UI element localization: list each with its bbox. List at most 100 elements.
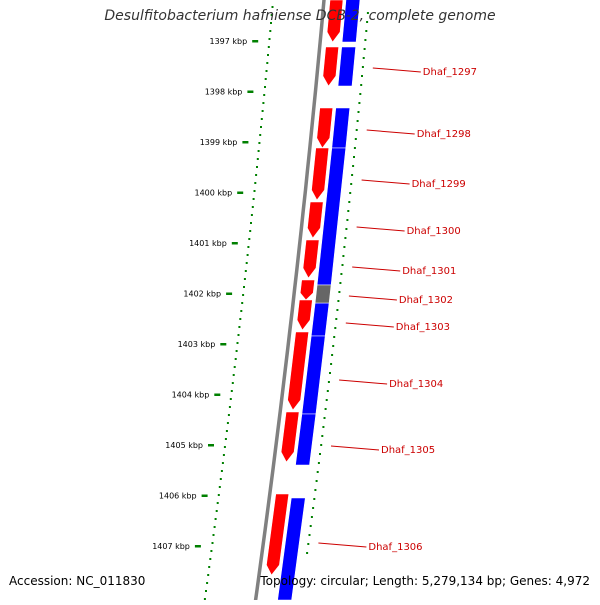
ruler-dot-outer [334,327,337,329]
ruler-dot-outer [366,12,369,14]
forward-gene-arrow [280,411,300,463]
ruler-tick-label: 1405 kbp [165,441,203,450]
ruler-dot-outer [307,543,310,545]
gene-leader-line [345,322,394,328]
ruler-dot [236,342,239,344]
gene-leader-line [330,445,380,451]
ruler-dot [240,310,243,312]
other-feature-block [314,284,332,304]
ruler-dot-outer [350,183,353,185]
ruler-dot-outer [355,129,358,131]
ruler-dot [227,414,230,416]
gene-leader-line [352,266,401,272]
ruler-dot [235,350,238,352]
ruler-dot-outer [323,417,326,419]
forward-gene-arrow [316,107,334,149]
ruler-dot-outer [338,291,341,293]
ruler-dot-outer [325,399,328,401]
ruler-tick-label: 1399 kbp [200,138,238,147]
ruler-dot [234,358,237,360]
reverse-gene-block [341,0,361,43]
ruler-dot-outer [361,66,364,68]
gene-leader-line [372,67,421,73]
gene-label: Dhaf_1300 [407,226,461,237]
ruler-tick [201,494,208,497]
ruler-dot-outer [342,255,345,257]
ruler-dot [241,302,244,304]
ruler-dot-outer [308,534,311,536]
ruler-dot [263,94,266,96]
ruler-dot [237,334,240,336]
ruler-dot-outer [356,120,359,122]
forward-gene-arrow [326,0,344,43]
ruler-dot [231,382,234,384]
ruler-dot [257,150,260,152]
gene-label: Dhaf_1301 [402,266,456,277]
ruler-dot [206,582,209,584]
ruler-tick [242,141,249,144]
ruler-dot [247,246,250,248]
ruler-dot [223,446,226,448]
ruler-dot-outer [366,21,369,23]
forward-gene-arrow [299,279,316,301]
ruler-dot-outer [337,300,340,302]
ruler-dot [267,46,270,48]
ruler-tick [237,191,244,194]
ruler-dot-outer [347,210,350,212]
ruler-dot [221,462,224,464]
ruler-dot [243,286,245,288]
ruler-dot [259,134,262,136]
ruler-dot-outer [330,363,333,365]
ruler-dot [203,598,206,600]
ruler-dot-outer [364,39,367,41]
ruler-dot [219,478,222,480]
ruler-dot-outer [336,309,339,311]
ruler-tick-label: 1397 kbp [209,37,247,46]
ruler-dot-outer [351,174,354,176]
ruler-dot-outer [309,525,312,527]
ruler-dot [215,510,218,512]
reverse-gene-block [331,107,351,149]
ruler-dot [242,294,245,296]
genome-backbone [253,0,326,605]
ruler-dot [244,270,247,272]
gene-label: Dhaf_1306 [368,542,422,553]
ruler-dot [249,230,252,232]
ruler-dot [269,30,272,32]
forward-gene-arrow [311,147,330,201]
ruler-dot-outer [321,435,324,437]
ruler-dot [246,254,249,256]
gene-label: Dhaf_1302 [399,295,453,306]
gene-label: Dhaf_1305 [381,445,435,456]
ruler-dot-outer [306,552,309,554]
ruler-ticks: 1397 kbp 1398 kbp 1399 kbp 1400 kbp 1401 kbp… [152,37,259,551]
ruler-dot [261,110,264,112]
ruler-dot-outer [365,30,368,32]
ruler-tick-label: 1402 kbp [183,290,221,299]
ruler-dot-outer [360,84,363,86]
ruler-dot-outer [357,111,360,113]
ruler-dot [256,158,259,160]
forward-gene-arrow [296,299,313,331]
ruler-dot [222,454,225,456]
ruler-dot-outer [358,102,361,104]
ruler-tick [214,393,221,396]
ruler-dot [248,238,251,240]
gene-label: Dhaf_1304 [389,379,443,390]
forward-gene-arrow [266,493,290,576]
ruler-dot [214,518,217,520]
ruler-dot [205,590,207,592]
ruler-dot [213,526,216,528]
ruler-dot [270,22,272,24]
ruler-dot [270,14,273,16]
ruler-dot [208,566,211,568]
ruler-tick-label: 1403 kbp [178,340,216,349]
ruler-dot [258,142,261,144]
ruler-dot [209,558,212,560]
ruler-dot [264,78,267,80]
ruler-dot [266,62,269,64]
ruler-dot [264,86,266,88]
ruler-dot [250,222,252,224]
ruler-dot [260,126,262,128]
